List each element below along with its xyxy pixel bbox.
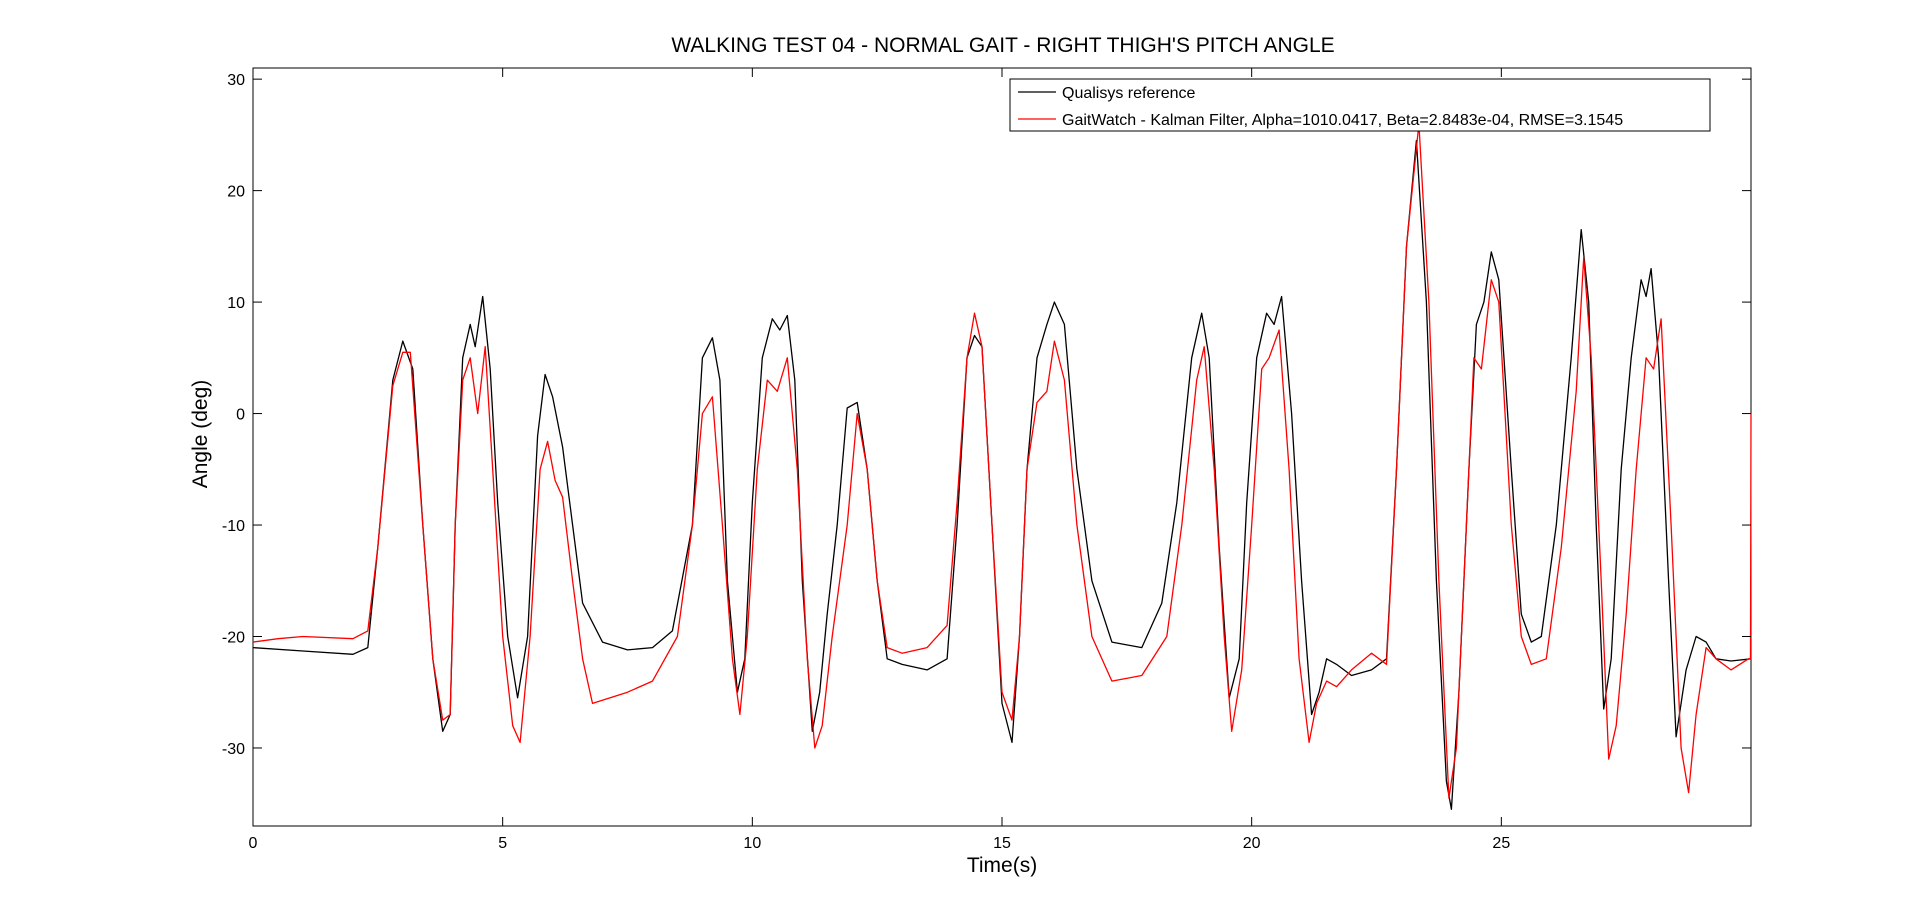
- x-tick-label: 10: [743, 835, 761, 852]
- x-tick-label: 5: [498, 835, 507, 852]
- chart-title: WALKING TEST 04 - NORMAL GAIT - RIGHT TH…: [671, 34, 1334, 57]
- x-tick-label: 15: [993, 835, 1011, 852]
- legend-label-gaitwatch: GaitWatch - Kalman Filter, Alpha=1010.04…: [1062, 112, 1623, 129]
- y-tick-label: -10: [222, 518, 245, 535]
- series-line-1: [252, 123, 1752, 799]
- series-layer: [252, 123, 1752, 810]
- tick-layer: 0 5 10 15 20 25 30 20 10 0 -10 -20 -30: [222, 68, 1751, 852]
- y-tick-label: 10: [227, 295, 245, 312]
- x-tick-label: 20: [1243, 835, 1261, 852]
- legend: Qualisys reference GaitWatch - Kalman Fi…: [1009, 78, 1711, 132]
- y-tick-label: 20: [227, 184, 245, 201]
- y-tick-label: -30: [222, 741, 245, 758]
- x-tick-label: 0: [249, 835, 258, 852]
- legend-label-qualisys: Qualisys reference: [1062, 85, 1195, 102]
- y-axis-title: Angle (deg): [189, 380, 212, 489]
- series-line-0: [252, 139, 1752, 810]
- x-axis-title: Time(s): [967, 854, 1037, 877]
- y-tick-label: 30: [227, 72, 245, 89]
- y-tick-label: 0: [236, 407, 245, 424]
- legend-box: [1009, 78, 1711, 132]
- x-tick-label: 25: [1492, 835, 1510, 852]
- plot-area: [252, 67, 1752, 827]
- y-tick-label: -20: [222, 630, 245, 647]
